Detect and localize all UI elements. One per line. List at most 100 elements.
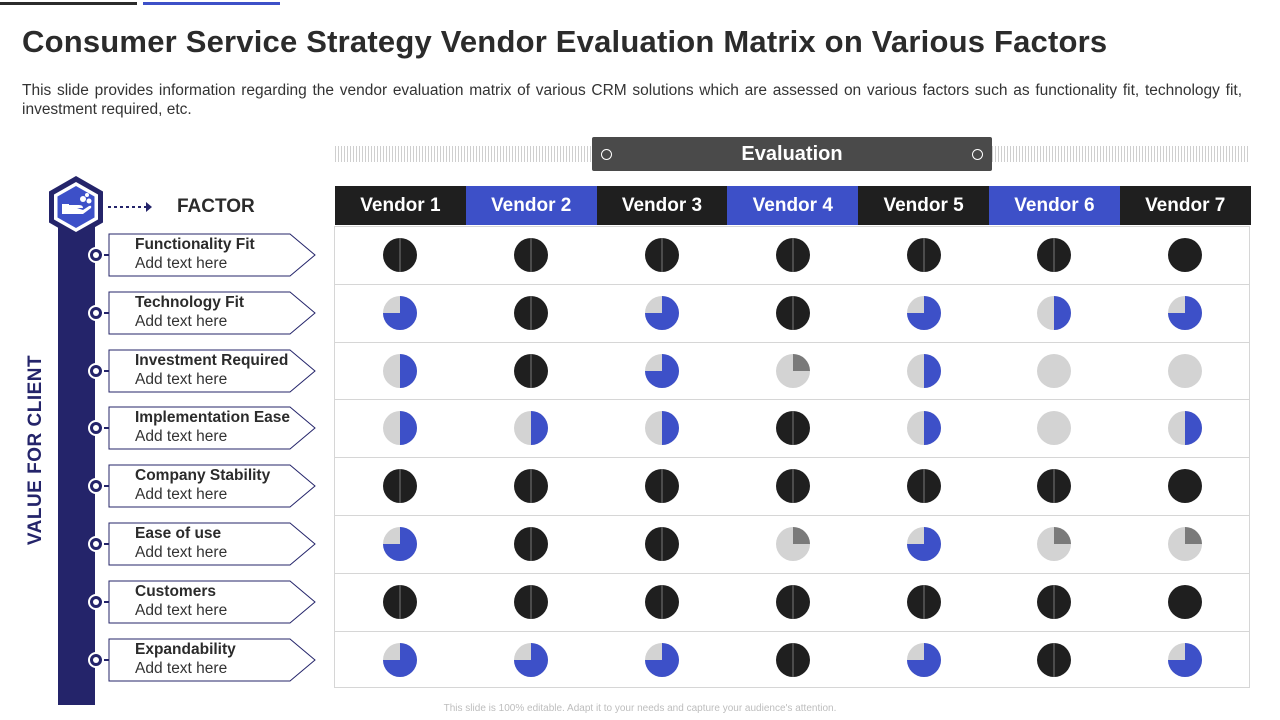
factor-bullet-icon — [88, 593, 104, 610]
factor-name: Implementation Ease — [135, 409, 291, 427]
ring-left-icon — [601, 149, 612, 160]
rating-full-split-icon — [382, 584, 418, 620]
evaluation-dotted-rule-left — [335, 146, 592, 162]
top-accent-blue — [143, 2, 280, 5]
factor-connector — [104, 311, 112, 314]
rating-full-icon — [1167, 237, 1203, 273]
rating-full-split-icon — [775, 410, 811, 446]
rating-full-split-icon — [644, 584, 680, 620]
factor-name: Functionality Fit — [135, 236, 255, 253]
factor-dashed-arrow — [108, 206, 150, 208]
rating-three-quarter-icon — [1167, 642, 1203, 678]
factor-bullet-icon — [88, 536, 104, 552]
factor-chevron-shape — [108, 233, 316, 277]
factor-connector — [104, 427, 112, 430]
rating-three-quarter-icon — [1167, 295, 1203, 331]
factor-name: Technology Fit — [135, 293, 245, 311]
rating-full-split-icon — [1036, 468, 1072, 504]
factor-description: Add text here — [135, 486, 228, 504]
rating-full-split-icon — [1036, 584, 1072, 620]
factor-bullet-icon — [88, 420, 104, 437]
factor-bullet-icon — [88, 362, 104, 379]
evaluation-grid — [334, 226, 1250, 688]
rating-full-split-icon — [382, 468, 418, 504]
rating-none-icon — [1036, 353, 1072, 389]
ring-right-icon — [972, 149, 983, 160]
rating-full-icon — [1167, 468, 1203, 504]
factor-row: Ease of use Add text here — [88, 522, 316, 566]
factor-row: Investment Required Add text here — [88, 349, 316, 393]
vendor-header-1: Vendor 1 — [335, 186, 466, 225]
factor-description: Add text here — [135, 601, 228, 619]
factor-description: Add text here — [135, 312, 228, 330]
rating-three-quarter-icon — [644, 353, 680, 389]
rating-half-icon — [906, 353, 942, 389]
rating-full-split-icon — [775, 468, 811, 504]
rating-full-split-icon — [1036, 237, 1072, 273]
factor-bullet-icon — [88, 478, 104, 495]
factor-row: Company Stability Add text here — [88, 464, 316, 508]
rating-full-split-icon — [513, 526, 549, 562]
vendor-header-5: Vendor 5 — [858, 186, 989, 225]
rating-full-split-icon — [906, 237, 942, 273]
rating-full-split-icon — [906, 468, 942, 504]
grid-row-divider — [334, 630, 1250, 632]
top-accent-dark — [0, 2, 137, 5]
rating-full-split-icon — [382, 237, 418, 273]
rating-full-icon — [1167, 584, 1203, 620]
factor-chevron-shape — [108, 580, 316, 624]
factor-arrowhead-icon — [146, 202, 152, 212]
vendor-header-7: Vendor 7 — [1119, 186, 1251, 225]
rating-none-icon — [1036, 410, 1072, 446]
rating-quarter-icon — [1036, 526, 1072, 562]
evaluation-dotted-rule-right — [992, 146, 1250, 162]
rating-full-split-icon — [644, 237, 680, 273]
factor-row: Customers Add text here — [88, 580, 316, 624]
grid-row-divider — [334, 572, 1250, 574]
page-title: Consumer Service Strategy Vendor Evaluat… — [22, 24, 1108, 59]
rating-half-icon — [1167, 410, 1203, 446]
rating-three-quarter-icon — [513, 642, 549, 678]
rating-full-split-icon — [513, 353, 549, 389]
rating-half-icon — [513, 410, 549, 446]
factor-name: Customers — [135, 582, 216, 600]
factor-row: Expandability Add text here — [88, 638, 316, 682]
factor-name: Ease of use — [135, 525, 222, 542]
rating-full-split-icon — [775, 642, 811, 678]
rating-three-quarter-icon — [644, 642, 680, 678]
factor-name: Investment Required — [135, 351, 289, 369]
factor-connector — [104, 369, 112, 372]
factor-description: Add text here — [135, 428, 228, 446]
factor-description: Add text here — [135, 370, 228, 388]
factor-chevron-shape — [108, 406, 316, 450]
hand-with-coins-icon — [43, 174, 109, 240]
factor-bullet-icon — [88, 247, 104, 263]
factor-connector — [104, 600, 112, 603]
vendor-header-3: Vendor 3 — [596, 186, 728, 225]
rating-three-quarter-icon — [382, 526, 418, 562]
rating-three-quarter-icon — [382, 642, 418, 678]
rating-half-icon — [1036, 295, 1072, 331]
rating-none-icon — [1167, 353, 1203, 389]
factor-bullet-icon — [88, 304, 104, 321]
rating-half-icon — [906, 410, 942, 446]
factor-chevron-shape — [108, 464, 316, 508]
rating-full-split-icon — [513, 584, 549, 620]
factor-row: Implementation Ease Add text here — [88, 406, 316, 450]
factor-connector — [104, 485, 112, 488]
factor-chevron-shape — [108, 522, 316, 566]
vendor-header-6: Vendor 6 — [989, 186, 1120, 225]
rating-quarter-icon — [775, 526, 811, 562]
rating-three-quarter-icon — [906, 642, 942, 678]
rating-three-quarter-icon — [644, 295, 680, 331]
rating-quarter-icon — [775, 353, 811, 389]
rating-half-icon — [382, 410, 418, 446]
rating-full-split-icon — [644, 468, 680, 504]
factor-connector — [104, 543, 112, 545]
rating-full-split-icon — [644, 526, 680, 562]
factor-connector — [104, 254, 112, 256]
grid-row-divider — [334, 341, 1250, 343]
grid-row-divider — [334, 399, 1250, 401]
rating-half-icon — [382, 353, 418, 389]
rating-full-split-icon — [775, 295, 811, 331]
